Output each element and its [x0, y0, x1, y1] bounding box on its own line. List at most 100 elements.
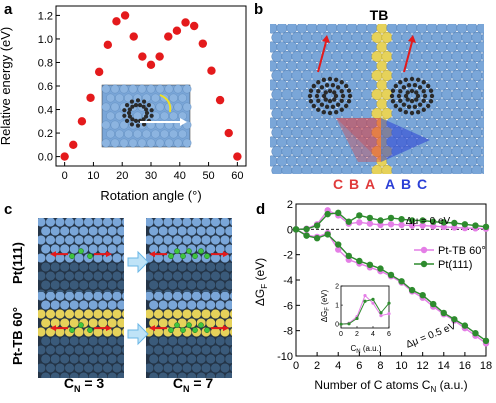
a-data-point [94, 67, 104, 77]
pt-atom [396, 41, 408, 53]
snapshot-atom [196, 354, 207, 365]
d-ytick-label: -8 [283, 326, 293, 338]
pt-atom [446, 60, 458, 72]
series-marker [451, 224, 458, 231]
stacking-labels: C B A A B C [333, 176, 427, 192]
pt-atom [271, 107, 283, 120]
carbon-chain-atom [87, 327, 93, 333]
snapshot-atom [78, 225, 89, 236]
carbon-atom [314, 93, 320, 99]
inset-carbon-atom [135, 123, 141, 128]
pt-atom [341, 164, 353, 174]
a-data-point [60, 152, 69, 161]
inset-xtick-label: 0 [339, 331, 343, 338]
snapshot-atom [38, 292, 46, 301]
d-ytick-label: 2 [287, 199, 293, 211]
pt-atom [281, 50, 293, 63]
carbon-clusters [307, 76, 435, 116]
pt-atom [276, 24, 288, 34]
snapshot-atom [97, 225, 108, 236]
snapshot-atom [201, 292, 211, 301]
inset-pt-atom [128, 138, 138, 148]
snapshot-atom [83, 363, 94, 374]
red-arrowhead-icon [223, 325, 229, 332]
snapshot-atom [205, 354, 216, 365]
pt-atom [416, 24, 428, 34]
snapshot-atom [83, 234, 94, 245]
snapshot-atom [111, 363, 122, 374]
pt-atom [431, 107, 443, 120]
inset-pt-atom [146, 138, 156, 148]
carbon-atom [421, 89, 426, 94]
pt-atom [311, 69, 323, 82]
pt-atom [441, 164, 453, 174]
pt-atom [481, 89, 484, 100]
pt-atom [461, 31, 473, 44]
snapshot-atom [234, 226, 244, 236]
pt-atom [271, 31, 283, 44]
snapshot-atom [224, 262, 232, 272]
snapshot-atom [121, 218, 124, 227]
snapshot-atom [64, 271, 75, 282]
pt-atom [426, 136, 438, 148]
series-marker [335, 241, 342, 248]
pt-atom [361, 164, 373, 174]
snapshot-atom [126, 354, 136, 364]
pt-atom [441, 69, 453, 82]
pt-atom [366, 79, 378, 91]
snapshot-atom [219, 345, 230, 356]
panel-d-label: d [256, 201, 265, 218]
pt-atom [301, 164, 313, 174]
pt-atom [296, 24, 308, 34]
red-arrowhead-icon [50, 325, 56, 332]
snapshot-atom [88, 243, 99, 254]
inset-series-marker [371, 297, 375, 301]
inset-carbon-atom [130, 117, 135, 122]
snapshot-atom [196, 225, 207, 236]
pt-atom [391, 31, 403, 44]
snapshot-atom [186, 354, 197, 365]
inset-pt-atom [155, 138, 165, 148]
carbon-chain-atom [204, 327, 210, 333]
a-data-point [120, 11, 130, 20]
snapshot-atom [177, 354, 188, 365]
inset-ylabel: ΔGF (eV) [320, 289, 331, 322]
pt-atom [296, 136, 308, 148]
a-xtick-label: 60 [231, 170, 243, 182]
inset-pt-atom [160, 129, 169, 139]
snapshot-atom [55, 234, 66, 245]
pt-atom [451, 126, 463, 139]
pt-atom [291, 31, 303, 44]
pt-atom [431, 145, 443, 158]
snapshot-atom [59, 243, 70, 254]
carbon-atom [396, 93, 402, 99]
pt-atom [346, 24, 358, 34]
snapshot-atom [182, 292, 192, 301]
snapshot-atom [78, 280, 89, 291]
snapshot-atom [215, 354, 226, 365]
a-data-point [112, 17, 121, 26]
carbon-chain-atom [186, 322, 192, 328]
series-marker [451, 219, 458, 227]
carbon-atom [324, 104, 330, 109]
panel-b: b TB C B A A B C [254, 1, 484, 192]
series-marker [356, 257, 363, 265]
series-marker [408, 286, 416, 294]
pt-atom [476, 117, 484, 129]
snapshot-atom [50, 262, 61, 273]
snapshot-atom [229, 327, 232, 337]
pt-atom [361, 31, 373, 44]
inset-carbon-atom [129, 99, 135, 104]
d-xtick-label: 4 [335, 360, 341, 372]
pt-atom [476, 41, 484, 53]
snapshot-atom [121, 235, 124, 245]
inset-carbon-atom [126, 110, 132, 116]
snapshot-atom [69, 354, 80, 365]
series-marker [303, 225, 310, 233]
snapshot-atom [210, 271, 221, 282]
snapshot-atom [200, 271, 211, 282]
inset-carbon-atom [149, 113, 154, 118]
carbon-atom [417, 85, 423, 90]
snapshot-atom [78, 262, 89, 273]
pt-atom [270, 98, 278, 110]
